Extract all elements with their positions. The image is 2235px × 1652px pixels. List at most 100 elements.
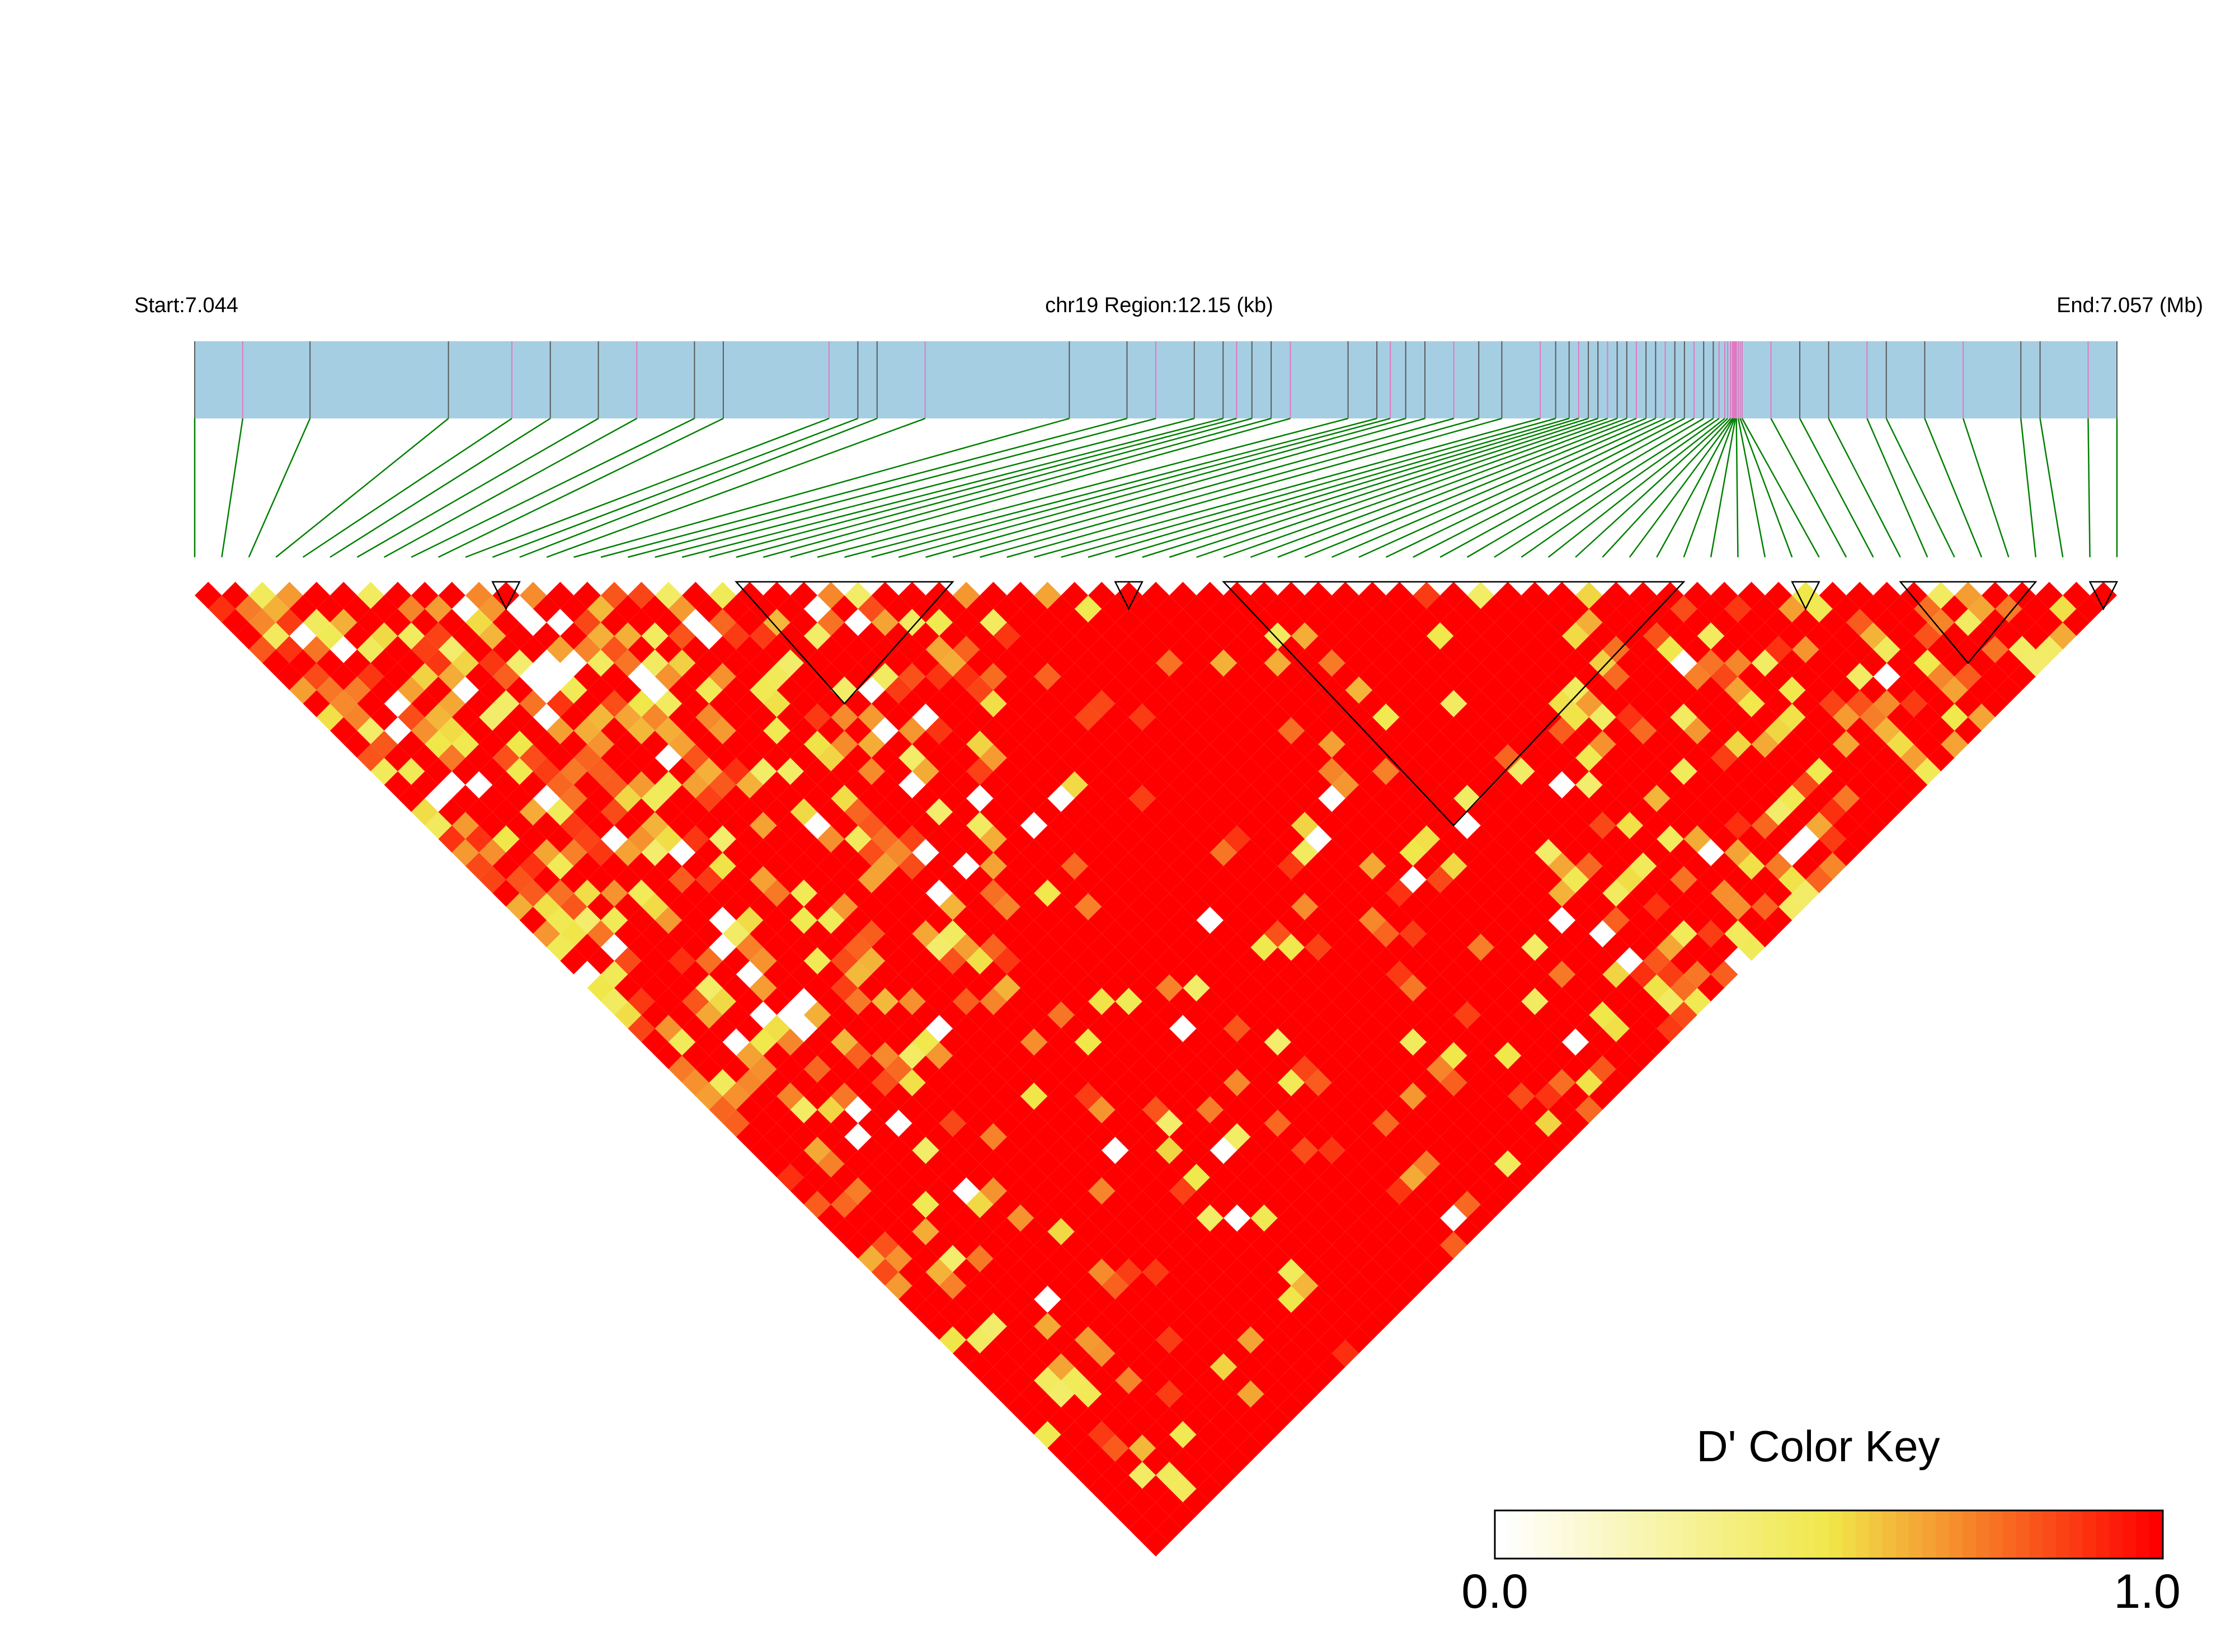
ld-cell <box>1629 744 1657 771</box>
ld-cell <box>885 622 912 649</box>
ld-cell <box>844 663 872 690</box>
ld-cell <box>885 839 912 867</box>
ld-cell <box>1102 731 1129 758</box>
ld-cell <box>1602 852 1630 880</box>
ld-cell <box>1277 636 1305 663</box>
ld-cell <box>1602 1015 1630 1042</box>
ld-cell <box>790 1096 818 1123</box>
ld-cell <box>1156 1434 1183 1462</box>
ld-cell <box>2022 649 2050 677</box>
ld-cell <box>1561 622 1589 649</box>
ld-cell <box>1115 825 1142 853</box>
ld-cell <box>1006 1231 1034 1259</box>
ld-cell <box>1074 1028 1102 1056</box>
ld-cell <box>1128 947 1156 975</box>
ld-cell <box>1020 1137 1048 1164</box>
ld-cell <box>1751 757 1779 785</box>
ld-cell <box>1291 1028 1319 1056</box>
ld-cell <box>1318 676 1345 704</box>
ld-cell <box>831 595 858 623</box>
haplotype-block <box>1114 581 1144 611</box>
ld-cell <box>1358 961 1386 988</box>
ld-cell <box>1128 595 1156 623</box>
ld-cell <box>451 622 479 649</box>
ld-cell <box>344 649 371 677</box>
ld-cell <box>519 798 547 826</box>
ld-cell <box>777 1028 804 1056</box>
ld-cell <box>1074 649 1102 677</box>
ld-cell <box>479 595 506 623</box>
ld-cell <box>208 595 236 623</box>
ld-cell <box>1386 1069 1413 1096</box>
color-key-step <box>1695 1510 1710 1559</box>
ld-cell <box>1467 1069 1494 1096</box>
ld-cell <box>1237 1001 1264 1029</box>
ld-cell <box>1440 879 1467 907</box>
ld-cell <box>682 798 709 826</box>
ld-cell <box>1440 609 1467 636</box>
ld-cell <box>966 1001 994 1029</box>
ld-cell <box>803 757 831 785</box>
ld-cell <box>844 852 872 880</box>
ld-cell <box>885 1164 912 1191</box>
ld-cell <box>1561 1001 1589 1029</box>
snp-connector-line <box>736 417 1253 558</box>
ld-cell <box>1683 825 1711 853</box>
ld-cell <box>1331 987 1359 1015</box>
ld-cell <box>1223 690 1251 717</box>
ld-cell <box>668 784 696 812</box>
ld-cell <box>2008 609 2036 636</box>
haplotype-block <box>2088 581 2119 611</box>
ld-cell <box>1860 649 1887 677</box>
ld-cell <box>980 690 1007 717</box>
ld-cell <box>1237 1164 1264 1191</box>
ld-cell <box>1561 893 1589 920</box>
ld-cell <box>709 1042 736 1070</box>
ld-cell <box>1047 757 1075 785</box>
ld-cell <box>1521 906 1549 934</box>
ld-cell <box>397 622 425 649</box>
ld-cell <box>750 1001 777 1029</box>
ld-cell <box>506 866 533 893</box>
ld-cell <box>1196 1177 1224 1205</box>
ld-cell <box>1291 731 1319 758</box>
ld-cell <box>1873 663 1900 690</box>
ld-cell <box>709 906 736 934</box>
ld-cell <box>912 947 939 975</box>
ld-cell <box>465 771 493 799</box>
ld-cell <box>600 717 628 745</box>
ld-cell <box>939 731 967 758</box>
ld-cell <box>1196 663 1224 690</box>
ld-cell <box>492 690 520 717</box>
ld-cell <box>1128 1001 1156 1029</box>
ld-cell <box>1277 1069 1305 1096</box>
color-key-step <box>1535 1510 1549 1559</box>
ld-cell <box>1399 1001 1427 1029</box>
ld-cell <box>1196 1096 1224 1123</box>
ld-cell <box>1372 1028 1400 1056</box>
ld-cell <box>1291 649 1319 677</box>
ld-cell <box>1210 866 1238 893</box>
snp-connector-line <box>519 417 878 558</box>
ld-cell <box>1670 974 1697 1002</box>
ld-cell <box>1602 1069 1630 1096</box>
ld-cell <box>1115 771 1142 799</box>
ld-cell <box>587 947 615 975</box>
ld-cell <box>1629 934 1657 961</box>
ld-cell <box>1846 771 1874 799</box>
snp-connector-line <box>1799 418 1874 558</box>
ld-cell <box>276 609 303 636</box>
ld-cell <box>587 622 615 649</box>
end-label: End:7.057 (Mb) <box>2057 294 2203 317</box>
ld-cell <box>1575 771 1603 799</box>
snp-connector-line <box>1629 418 1733 558</box>
ld-cell <box>1886 649 1914 677</box>
ld-cell <box>682 906 709 934</box>
color-key-step <box>1789 1510 1803 1559</box>
ld-cell <box>1156 1353 1183 1381</box>
ld-cell <box>980 1340 1007 1367</box>
ld-cell <box>316 649 344 677</box>
ld-cell <box>1521 798 1549 826</box>
ld-cell <box>980 771 1007 799</box>
ld-cell <box>1102 1408 1129 1435</box>
